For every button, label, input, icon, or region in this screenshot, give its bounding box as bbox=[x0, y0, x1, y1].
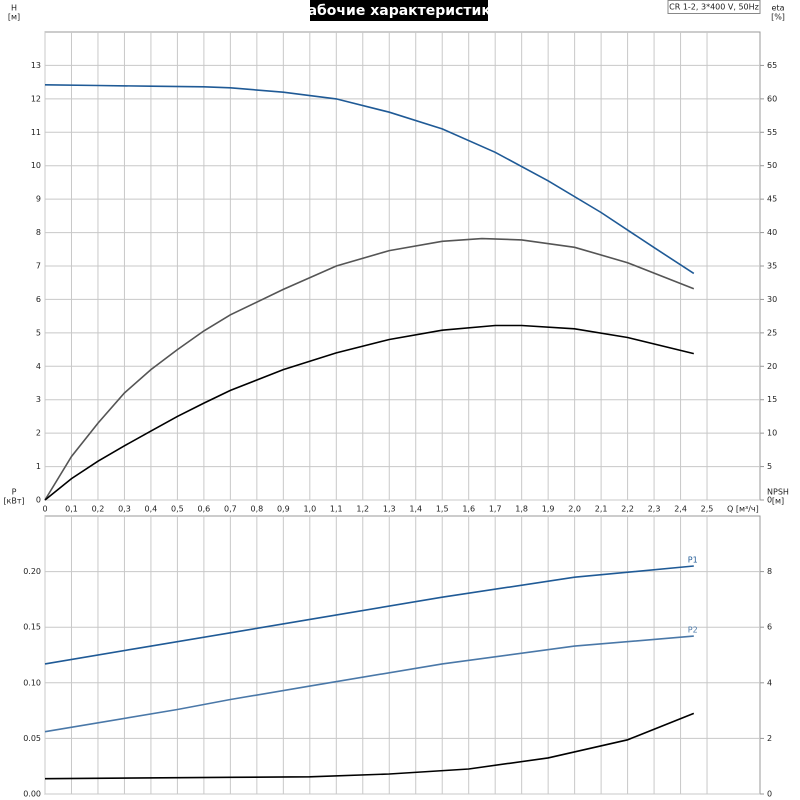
y-axis-unit: [кВт] bbox=[3, 497, 24, 506]
y2-tick-label: 60 bbox=[767, 94, 777, 103]
y2-tick-label: 5 bbox=[767, 462, 772, 471]
y-tick-label: 5 bbox=[36, 328, 41, 337]
title-box bbox=[310, 0, 488, 21]
y2-axis-label: NPSH bbox=[767, 488, 789, 497]
y-tick-label: 0.05 bbox=[23, 734, 41, 743]
y-axis-unit: [м] bbox=[8, 13, 20, 22]
x-tick-label: 1,4 bbox=[409, 505, 422, 514]
x-tick-label: 0,9 bbox=[277, 505, 290, 514]
y-tick-label: 12 bbox=[31, 94, 41, 103]
x-tick-label: 2,4 bbox=[674, 505, 687, 514]
y2-tick-label: 30 bbox=[767, 295, 777, 304]
x-tick-label: 0,7 bbox=[224, 505, 237, 514]
x-tick-label: 1,0 bbox=[303, 505, 316, 514]
y-tick-label: 11 bbox=[31, 128, 41, 137]
y2-tick-label: 6 bbox=[767, 623, 772, 632]
x-tick-label: 2,0 bbox=[568, 505, 581, 514]
x-tick-label: 2,1 bbox=[595, 505, 608, 514]
series-line bbox=[44, 237, 695, 501]
x-tick-label: 2,2 bbox=[621, 505, 634, 514]
x-tick-label: 1,8 bbox=[515, 505, 528, 514]
y-tick-label: 0 bbox=[36, 496, 41, 505]
x-tick-label: 0,5 bbox=[171, 505, 184, 514]
series-label: P2 bbox=[688, 626, 698, 635]
x-tick-label: 0,6 bbox=[198, 505, 211, 514]
y-tick-label: 0.00 bbox=[23, 790, 41, 799]
x-tick-label: 1,2 bbox=[356, 505, 369, 514]
series-line bbox=[44, 565, 694, 665]
y-tick-label: 4 bbox=[36, 362, 41, 371]
x-tick-label: 0,1 bbox=[65, 505, 78, 514]
y2-axis-label: eta bbox=[772, 4, 785, 13]
y2-axis-unit: [м] bbox=[772, 497, 784, 506]
y2-tick-label: 65 bbox=[767, 61, 777, 70]
y-tick-label: 13 bbox=[31, 61, 41, 70]
x-tick-label: 0 bbox=[42, 505, 47, 514]
y-tick-label: 6 bbox=[36, 295, 41, 304]
y2-tick-label: 20 bbox=[767, 362, 777, 371]
x-tick-label: 1,5 bbox=[436, 505, 449, 514]
y-tick-label: 1 bbox=[36, 462, 41, 471]
y-tick-label: 0.20 bbox=[23, 567, 41, 576]
x-tick-label: 1,3 bbox=[383, 505, 396, 514]
y2-tick-label: 40 bbox=[767, 228, 777, 237]
y2-tick-label: 25 bbox=[767, 328, 777, 337]
x-tick-label: 0,8 bbox=[250, 505, 263, 514]
y-tick-label: 9 bbox=[36, 195, 41, 204]
y2-axis-unit: [%] bbox=[771, 13, 785, 22]
chart-subtitle: CR 1-2, 3*400 V, 50Hz bbox=[669, 3, 759, 12]
x-tick-label: 2,5 bbox=[701, 505, 714, 514]
y2-tick-label: 0 bbox=[767, 790, 772, 799]
x-tick-label: 0,2 bbox=[92, 505, 105, 514]
y2-tick-label: 8 bbox=[767, 567, 772, 576]
y2-tick-label: 15 bbox=[767, 395, 777, 404]
y-tick-label: 2 bbox=[36, 429, 41, 438]
y2-tick-label: 4 bbox=[767, 678, 772, 687]
chart-title: Рабочие характеристики bbox=[297, 3, 500, 19]
series-line bbox=[44, 635, 694, 733]
y-tick-label: 10 bbox=[31, 161, 41, 170]
plot-area bbox=[44, 515, 761, 795]
subtitle-box bbox=[667, 0, 761, 14]
x-axis-label: Q [м³/ч] bbox=[727, 505, 759, 514]
x-tick-label: 1,1 bbox=[330, 505, 343, 514]
y2-tick-label: 2 bbox=[767, 734, 772, 743]
series-line bbox=[44, 712, 695, 780]
x-tick-label: 1,7 bbox=[489, 505, 502, 514]
y-axis-label: P bbox=[12, 488, 17, 497]
y2-tick-label: 0 bbox=[767, 496, 772, 505]
y-tick-label: 8 bbox=[36, 228, 41, 237]
y2-tick-label: 10 bbox=[767, 429, 777, 438]
y-tick-label: 7 bbox=[36, 262, 41, 271]
x-tick-label: 1,6 bbox=[462, 505, 475, 514]
y2-tick-label: 45 bbox=[767, 195, 777, 204]
y-tick-label: 0.10 bbox=[23, 678, 41, 687]
x-tick-label: 0,3 bbox=[118, 505, 131, 514]
y-tick-label: 3 bbox=[36, 395, 41, 404]
y2-tick-label: 55 bbox=[767, 128, 777, 137]
x-tick-label: 1,9 bbox=[542, 505, 555, 514]
y2-tick-label: 50 bbox=[767, 161, 777, 170]
y-tick-label: 0.15 bbox=[23, 623, 41, 632]
series-label: P1 bbox=[688, 556, 698, 565]
y-axis-label: H bbox=[11, 4, 17, 13]
x-tick-label: 0,4 bbox=[145, 505, 158, 514]
y2-tick-label: 35 bbox=[767, 262, 777, 271]
series-line bbox=[44, 324, 694, 501]
series-line bbox=[44, 84, 695, 275]
x-tick-label: 2,3 bbox=[648, 505, 661, 514]
